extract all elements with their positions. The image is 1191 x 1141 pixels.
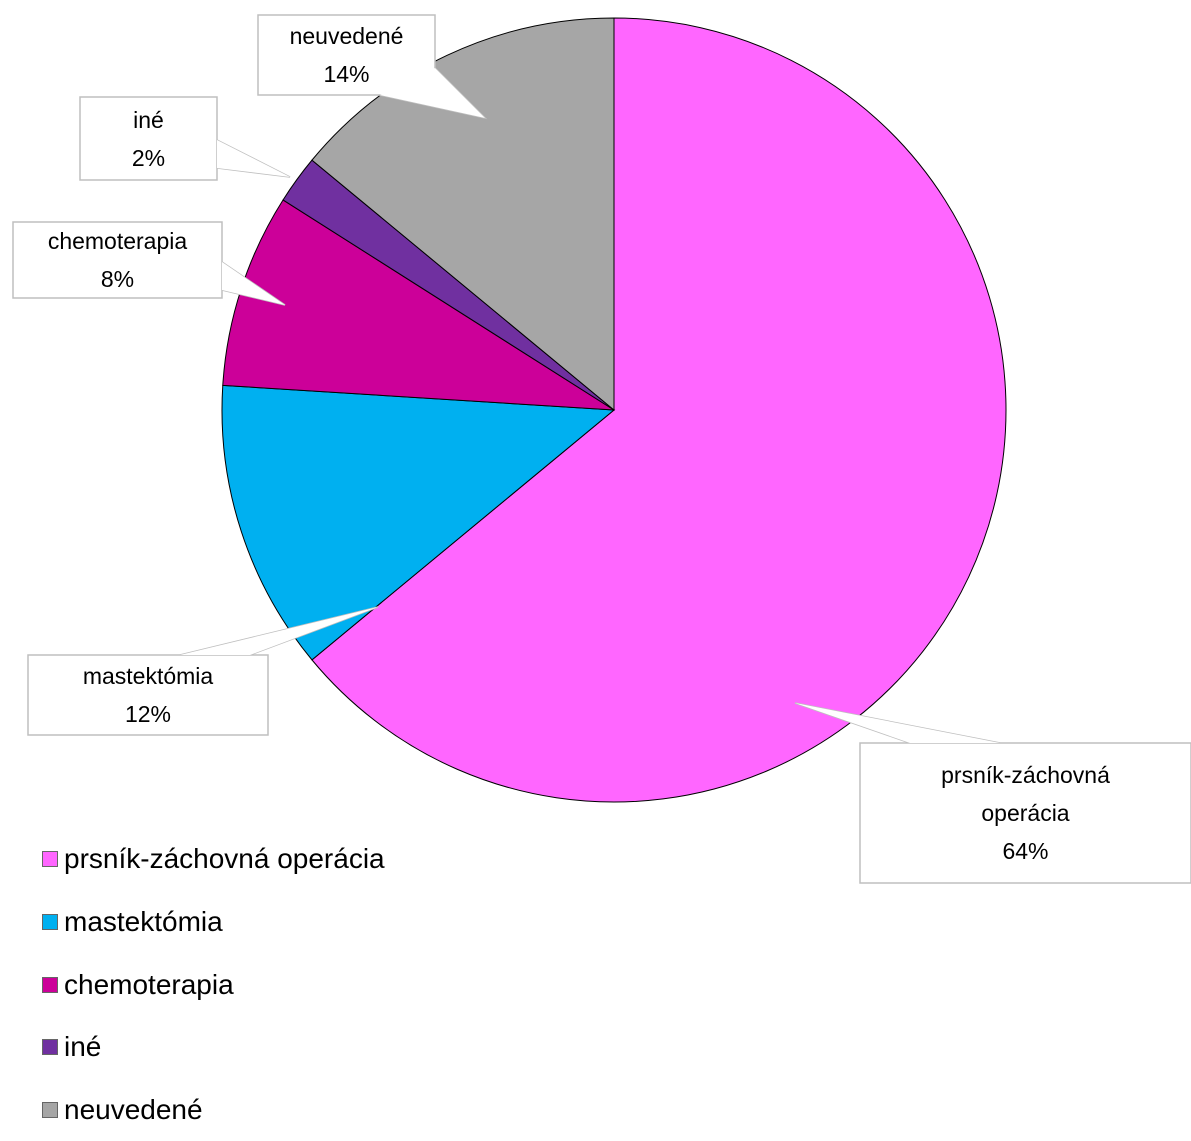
chart [12, 14, 1191, 884]
data-label-value: 12% [124, 701, 172, 727]
data-label: chemoterapia 8% [13, 222, 222, 298]
legend-item: mastektómia [42, 891, 385, 954]
pie-slice [311, 17, 615, 412]
callout-pointer-cover [217, 140, 290, 177]
data-label-name: iné [133, 106, 164, 133]
callout-pointer-cover [180, 607, 378, 655]
data-label-name: chemoterapia [47, 228, 188, 254]
data-label: mastektómia 12% [28, 655, 268, 735]
legend-item: prsník-záchovná operácia [42, 828, 385, 891]
data-label-value: 8% [100, 266, 135, 292]
data-label: prsník-záchovná operácia 64% [860, 743, 1191, 883]
legend-item: neuvedené [42, 1079, 385, 1141]
data-label-name: prsník-záchovná operácia [941, 762, 1110, 826]
data-label-value: 14% [323, 61, 370, 87]
data-label-value: 2% [131, 144, 166, 171]
legend-label: prsník-záchovná operácia [64, 843, 385, 875]
pie-slice [311, 17, 1007, 803]
legend-swatch [42, 1102, 58, 1119]
legend-swatch [42, 976, 58, 993]
callout-box [27, 654, 269, 736]
legend-label: neuvedené [64, 1094, 203, 1126]
callout-pointer-cover [222, 262, 285, 305]
legend-item: iné [42, 1016, 385, 1079]
data-label-name: mastektómia [82, 663, 214, 689]
page: {"chart_data": {"type": "pie", "categori… [12, 14, 1191, 1126]
callout-box [12, 221, 223, 299]
legend-swatch [42, 914, 58, 931]
callout-box [257, 14, 436, 96]
data-label-name: neuvedené [289, 23, 404, 49]
legend-item: chemoterapia [42, 953, 385, 1016]
data-label-value: 64% [1002, 838, 1049, 864]
legend-swatch [42, 851, 58, 868]
callout-pointer-cover [795, 703, 1000, 743]
callout-box [79, 96, 218, 181]
legend-swatch [42, 1039, 58, 1056]
callout-pointer-cover [380, 68, 485, 118]
data-label: neuvedené 14% [258, 15, 435, 95]
legend: prsník-záchovná operácia mastektómia chemo… [42, 828, 385, 1141]
callout-box [859, 742, 1191, 884]
legend-label: chemoterapia [64, 968, 234, 1000]
legend-label: iné [64, 1031, 102, 1063]
legend-label: mastektómia [64, 906, 223, 938]
data-label: iné 2% [80, 97, 217, 180]
